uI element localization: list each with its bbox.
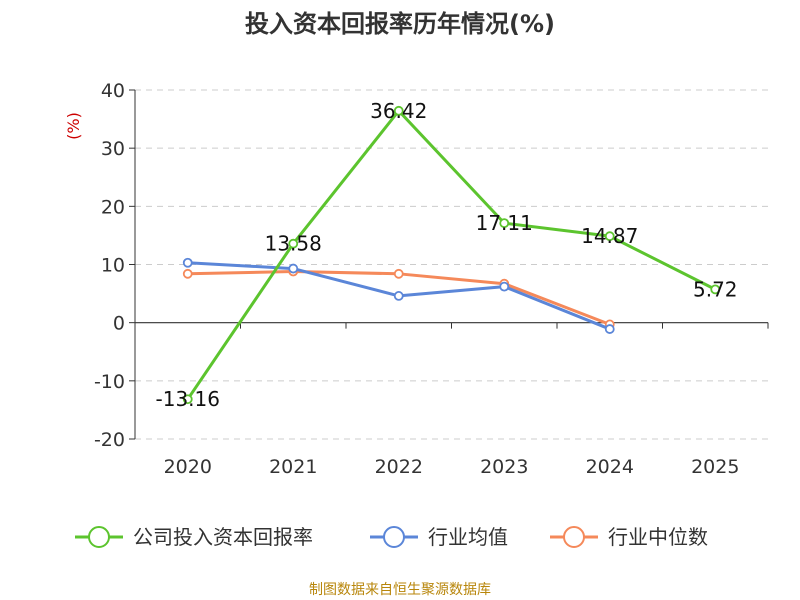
- data-label: 17.11: [476, 211, 533, 235]
- data-point: [604, 231, 615, 242]
- data-label: 13.58: [265, 232, 322, 256]
- series-1: [182, 257, 615, 334]
- axes: 40 30 20 10 0 -10 -20 2020 2021 2022 2023 2024 2025: [94, 80, 769, 478]
- x-tick-label: 2021: [269, 456, 317, 478]
- x-tick-label: 2020: [164, 456, 212, 478]
- series-0: [182, 105, 721, 405]
- data-point: [288, 263, 299, 274]
- data-label: -13.16: [156, 387, 220, 411]
- x-tick-label: 2025: [691, 456, 739, 478]
- data-point: [710, 284, 721, 295]
- data-labels: -13.16 13.58 36.42 17.11 14.87 5.72: [156, 99, 738, 411]
- legend-item[interactable]: 公司投入资本回报率: [75, 525, 313, 549]
- data-label: 5.72: [693, 277, 738, 301]
- legend-label: 行业中位数: [608, 525, 708, 549]
- data-label: 14.87: [581, 224, 638, 248]
- legend-label: 公司投入资本回报率: [133, 525, 313, 549]
- legend-marker-icon: [383, 526, 405, 548]
- chart-title: 投入资本回报率历年情况(%): [245, 10, 555, 38]
- legend: 公司投入资本回报率 行业均值 行业中位数: [75, 525, 708, 549]
- y-tick-label: 10: [101, 255, 125, 277]
- x-tick-label: 2023: [480, 456, 528, 478]
- data-point: [393, 268, 404, 279]
- series-layer: [182, 105, 721, 405]
- legend-item[interactable]: 行业均值: [370, 525, 508, 549]
- data-point: [499, 281, 510, 292]
- x-tick-label: 2022: [375, 456, 423, 478]
- y-tick-label: -20: [94, 429, 125, 451]
- y-tick-label: -10: [94, 371, 125, 393]
- data-point: [393, 105, 404, 116]
- data-point: [182, 268, 193, 279]
- y-tick-label: 0: [113, 313, 125, 335]
- legend-marker-icon: [563, 526, 585, 548]
- series-line: [186, 109, 717, 401]
- data-point: [182, 257, 193, 268]
- data-point: [182, 394, 193, 405]
- legend-item[interactable]: 行业中位数: [550, 525, 708, 549]
- y-tick-label: 40: [101, 80, 125, 102]
- legend-label: 行业均值: [428, 525, 508, 549]
- data-point: [499, 218, 510, 229]
- y-tick-label: 30: [101, 138, 125, 160]
- y-tick-label: 20: [101, 196, 125, 218]
- data-point: [288, 238, 299, 249]
- data-label: 36.42: [370, 99, 427, 123]
- data-point: [604, 324, 615, 334]
- legend-marker-icon: [88, 526, 110, 548]
- source-note: 制图数据来自恒生聚源数据库: [309, 582, 491, 598]
- x-tick-label: 2024: [586, 456, 634, 478]
- y-axis-label: (%): [64, 112, 83, 140]
- data-point: [393, 291, 404, 301]
